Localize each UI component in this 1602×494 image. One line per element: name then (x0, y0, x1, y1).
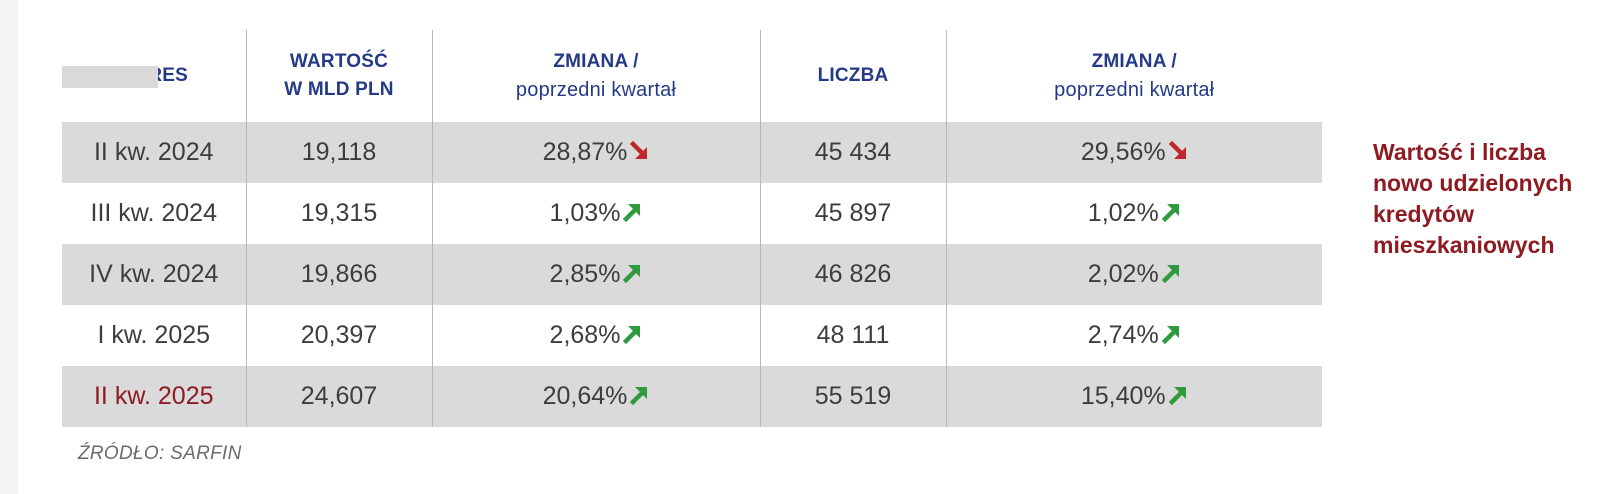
cell-liczba: 55 519 (759, 366, 946, 427)
arrow-up-right-icon (1161, 202, 1181, 222)
change-value: 2,74% (1087, 321, 1159, 349)
cell-okres: IV kw. 2024 (62, 244, 246, 305)
source-label: ŹRÓDŁO: SARFIN (78, 443, 242, 464)
note-text: Wartość i liczba nowo udzielonych kredyt… (1373, 139, 1573, 258)
cell-zmiana-wartosc: 2,85% (431, 244, 760, 305)
change-value: 1,02% (1087, 199, 1159, 227)
cell-wartosc: 19,866 (245, 244, 432, 305)
cell-okres: I kw. 2025 (97, 321, 211, 349)
table-row: I kw. 2025 20,397 2,68% 48 111 2,74% (62, 305, 1322, 366)
arrow-down-right-icon (1168, 141, 1188, 161)
cell-wartosc: 19,118 (245, 122, 432, 183)
cell-okres: II kw. 2024 (62, 122, 246, 183)
arrow-up-right-icon (622, 202, 642, 222)
header-okres: OKRES (62, 30, 246, 122)
table-row: II kw. 2025 24,607 20,64% 55 519 15,40% (62, 366, 1322, 427)
change-value: 29,56% (1080, 138, 1166, 166)
arrow-up-right-icon (1161, 324, 1181, 344)
cell-zmiana-wartosc: 2,68% (431, 305, 760, 366)
cell-okres: III kw. 2024 (90, 199, 217, 227)
table-row: IV kw. 2024 19,866 2,85% 46 826 2,02% (62, 244, 1322, 305)
cell-zmiana-wartosc: 1,03% (431, 183, 760, 244)
change-value: 28,87% (542, 138, 628, 166)
cell-okres: II kw. 2025 (62, 366, 246, 427)
cell-zmiana-liczba: 2,74% (945, 305, 1322, 366)
header-wartosc: WARTOŚĆ W MLD PLN (245, 30, 432, 122)
cell-zmiana-liczba: 1,02% (945, 183, 1322, 244)
table-row: III kw. 2024 19,315 1,03% 45 897 1,02% (62, 183, 1322, 244)
arrow-up-right-icon (1168, 385, 1188, 405)
arrow-up-right-icon (622, 324, 642, 344)
table-row: II kw. 2024 19,118 28,87% 45 434 29,56% (62, 122, 1322, 183)
change-value: 2,68% (549, 321, 621, 349)
cell-zmiana-wartosc: 28,87% (431, 122, 760, 183)
header-zmiana-wartosc: ZMIANA / poprzedni kwartał (431, 30, 760, 122)
header-zmiana-liczba: ZMIANA / poprzedni kwartał (945, 30, 1322, 122)
change-value: 20,64% (542, 382, 628, 410)
cell-wartosc: 24,607 (245, 366, 432, 427)
cell-zmiana-liczba: 15,40% (945, 366, 1322, 427)
cell-liczba: 48 111 (759, 305, 946, 366)
arrow-up-right-icon (622, 263, 642, 283)
cell-liczba: 46 826 (759, 244, 946, 305)
cell-liczba: 45 897 (759, 183, 946, 244)
arrow-up-right-icon (1161, 263, 1181, 283)
cell-zmiana-liczba: 2,02% (945, 244, 1322, 305)
arrow-up-right-icon (629, 385, 649, 405)
arrow-down-right-icon (629, 141, 649, 161)
header-liczba: LICZBA (759, 30, 946, 122)
cell-wartosc: 20,397 (245, 305, 432, 366)
cell-zmiana-liczba: 29,56% (945, 122, 1322, 183)
change-value: 1,03% (549, 199, 621, 227)
cell-wartosc: 19,315 (245, 183, 432, 244)
change-value: 15,40% (1080, 382, 1166, 410)
cell-liczba: 45 434 (759, 122, 946, 183)
cell-zmiana-wartosc: 20,64% (431, 366, 760, 427)
legend-swatch (62, 66, 158, 88)
change-value: 2,85% (549, 260, 621, 288)
change-value: 2,02% (1087, 260, 1159, 288)
